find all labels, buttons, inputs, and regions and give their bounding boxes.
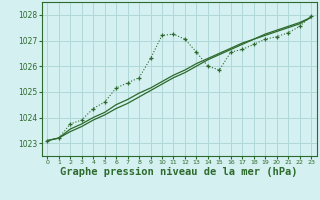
X-axis label: Graphe pression niveau de la mer (hPa): Graphe pression niveau de la mer (hPa): [60, 167, 298, 177]
